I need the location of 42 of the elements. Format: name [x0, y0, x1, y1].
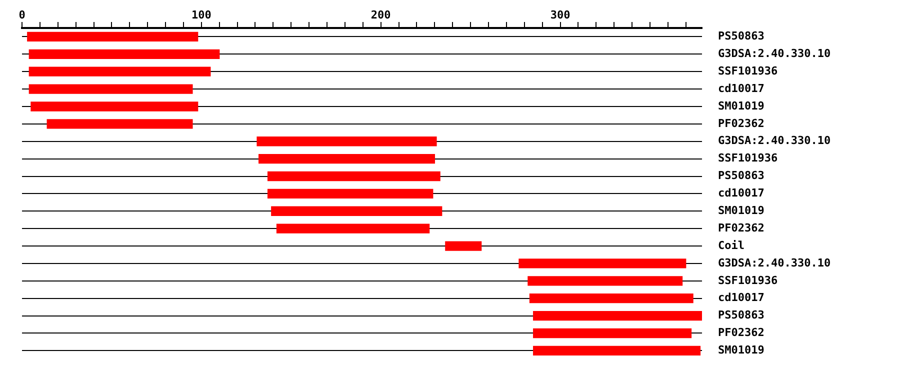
- bar: [28, 49, 220, 59]
- bar: [533, 328, 692, 338]
- y-tick-label: PF02362: [718, 221, 764, 234]
- y-tick-label: cd10017: [718, 291, 764, 304]
- y-tick-label: G3DSA:2.40.330.10: [718, 256, 831, 270]
- bar: [267, 188, 434, 199]
- y-tick-label: SSF101936: [718, 152, 778, 165]
- y-tick-label: PS50863: [718, 30, 764, 43]
- bar: [276, 224, 430, 234]
- y-tick-label: SSF101936: [718, 274, 778, 287]
- bar: [27, 32, 198, 42]
- x-tick-label: 300: [550, 8, 570, 22]
- y-tick-label: PF02362: [718, 326, 764, 340]
- bar: [445, 241, 482, 251]
- bar: [271, 206, 442, 216]
- bar: [46, 119, 193, 129]
- y-tick-label: cd10017: [718, 186, 764, 200]
- y-tick-label: G3DSA:2.40.330.10: [718, 47, 831, 60]
- y-tick-label: PS50863: [718, 308, 764, 322]
- bar: [267, 171, 440, 182]
- y-tick-label: cd10017: [718, 82, 764, 95]
- bar: [529, 294, 694, 304]
- y-tick-label: PS50863: [718, 169, 764, 182]
- bar: [518, 258, 686, 268]
- y-tick-label: SM01019: [718, 344, 764, 357]
- x-tick-label: 0: [18, 8, 26, 22]
- bar: [30, 102, 198, 112]
- x-tick-label: 100: [191, 8, 212, 22]
- bar: [256, 136, 437, 146]
- y-tick-label: Coil: [718, 238, 744, 252]
- bar: [528, 276, 683, 286]
- y-tick-label: PF02362: [718, 116, 764, 130]
- bar: [28, 66, 211, 76]
- y-tick-label: SM01019: [718, 99, 764, 112]
- bar: [258, 154, 435, 164]
- bar: [28, 84, 193, 94]
- bar: [533, 346, 701, 356]
- y-tick-label: SSF101936: [718, 64, 778, 78]
- y-tick-label: G3DSA:2.40.330.10: [718, 134, 831, 148]
- y-tick-label: SM01019: [718, 204, 764, 217]
- x-tick-label: 200: [370, 8, 391, 22]
- bar: [533, 310, 702, 321]
